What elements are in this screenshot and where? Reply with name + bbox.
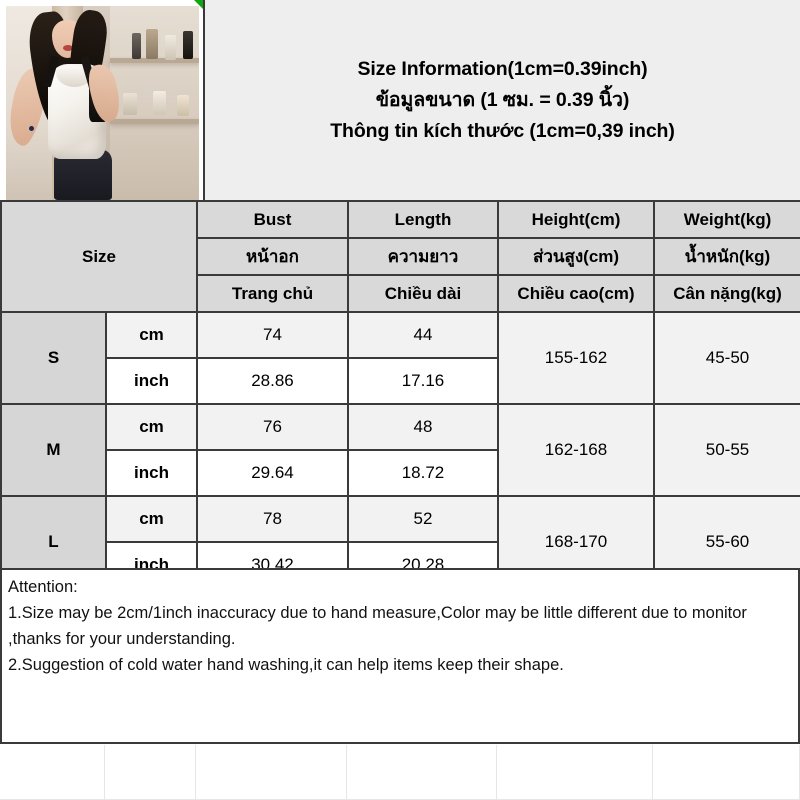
table-header-row-vietnamese: Trang chủ Chiều dài Chiều cao(cm) Cân nặ… [1,274,800,313]
top-band: Size Information(1cm=0.39inch) ข้อมูลขนา… [0,0,800,200]
attention-line-2: 2.Suggestion of cold water hand washing,… [8,656,564,674]
bust-cm-l: 78 [196,495,349,543]
height-range-s: 155-162 [497,311,655,405]
table-row: inch 29.64 18.72 [1,449,800,497]
photo-model-lips [62,44,73,51]
unit-cm: cm [105,495,198,543]
attention-block: Attention: 1.Size may be 2cm/1inch inacc… [0,568,800,744]
photo-shelf-lower [110,118,199,124]
header-weight-en: Weight(kg) [653,200,800,239]
header-height-en: Height(cm) [497,200,655,239]
empty-cell[interactable] [347,745,497,800]
photo-shelf-item [146,29,159,60]
empty-cell[interactable] [497,745,653,800]
header-weight-th: น้ำหนัก(kg) [653,237,800,276]
header-bust-vi: Trang chủ [196,274,349,313]
photo-shelf-item [123,93,138,116]
length-cm-l: 52 [347,495,499,543]
product-photo [6,6,199,200]
length-cm-s: 44 [347,311,499,359]
header-length-th: ความยาว [347,237,499,276]
photo-shelf-item [183,31,194,60]
photo-shelf-upper [110,58,199,64]
header-bust-th: หน้าอก [196,237,349,276]
size-label-m: M [0,403,107,497]
empty-cell[interactable] [105,745,196,800]
unit-inch: inch [105,449,198,497]
bust-cm-s: 74 [196,311,349,359]
photo-shelf-item [132,33,142,60]
length-cm-m: 48 [347,403,499,451]
header-length-vi: Chiều dài [347,274,499,313]
table-row: inch 28.86 17.16 [1,357,800,405]
title-line-english: Size Information(1cm=0.39inch) [357,57,648,80]
bust-inch-s: 28.86 [196,357,349,405]
table-row: L cm 78 52 168-170 55-60 [0,495,800,589]
unit-inch: inch [105,357,198,405]
table-row: S cm 74 44 155-162 45-50 [0,311,800,405]
bust-inch-m: 29.64 [196,449,349,497]
header-length-en: Length [347,200,499,239]
photo-shelf-item [153,91,167,116]
photo-shelf-item [164,35,176,61]
title-line-thai: ข้อมูลขนาด (1 ซม. = 0.39 นิ้ว) [375,88,630,111]
unit-cm: cm [105,311,198,359]
header-height-vi: Chiều cao(cm) [497,274,655,313]
table-header-row-english: Size Bust Length Height(cm) Weight(kg) [0,200,800,313]
photo-model-ring [29,126,35,132]
bust-cm-m: 76 [196,403,349,451]
length-inch-s: 17.16 [347,357,499,405]
photo-shelf-item [177,95,190,117]
height-range-m: 162-168 [497,403,655,497]
attention-line-1: 1.Size may be 2cm/1inch inaccuracy due t… [8,604,747,648]
header-weight-vi: Cân nặng(kg) [653,274,800,313]
title-line-vietnamese: Thông tin kích thước (1cm=0,39 inch) [330,119,675,142]
length-inch-m: 18.72 [347,449,499,497]
header-size-label: Size [0,200,198,313]
empty-cell[interactable] [196,745,347,800]
header-bust-en: Bust [196,200,349,239]
empty-cell[interactable] [0,745,105,800]
unit-cm: cm [105,403,198,451]
size-label-s: S [0,311,107,405]
empty-spreadsheet-row [0,745,800,800]
empty-cell[interactable] [653,745,800,800]
product-photo-cell[interactable] [0,0,205,200]
attention-heading: Attention: [8,578,78,596]
table-row: M cm 76 48 162-168 50-55 [0,403,800,497]
size-table: Size Bust Length Height(cm) Weight(kg) ห… [0,200,800,589]
weight-range-m: 50-55 [653,403,800,497]
weight-range-s: 45-50 [653,311,800,405]
table-header-row-thai: หน้าอก ความยาว ส่วนสูง(cm) น้ำหนัก(kg) [1,237,800,276]
comment-marker-icon [194,0,203,9]
title-block: Size Information(1cm=0.39inch) ข้อมูลขนา… [205,0,800,200]
header-height-th: ส่วนสูง(cm) [497,237,655,276]
